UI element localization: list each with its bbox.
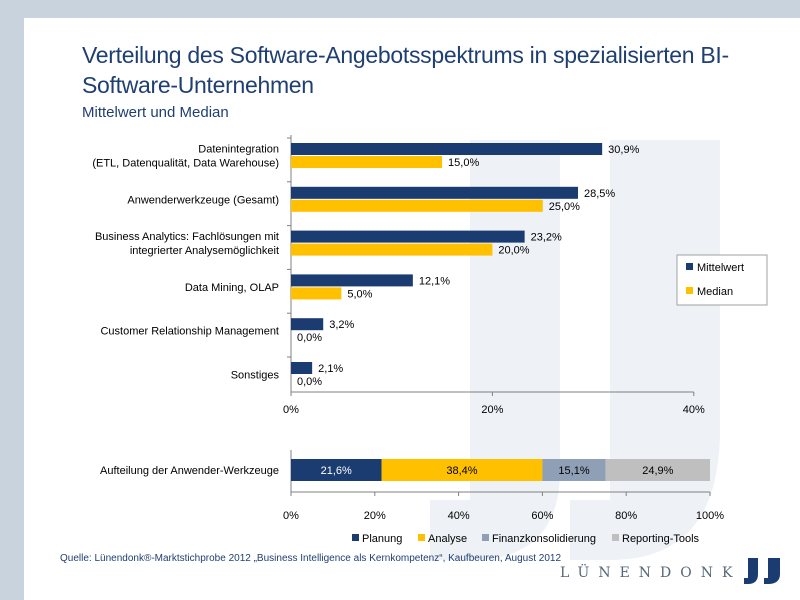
- background-watermark: [430, 140, 720, 560]
- x-tick-label: 60%: [531, 510, 553, 522]
- data-label: 0,0%: [297, 332, 322, 344]
- top-chart: 0% 20% 40% Datenintegration (ETL, Datenquali…: [92, 135, 768, 416]
- stack-segment: [542, 459, 606, 481]
- x-tick-label: 20%: [364, 510, 386, 522]
- x-tick-label: 100%: [696, 510, 724, 522]
- x-tick-label: 20%: [481, 404, 503, 416]
- data-label: 38,4%: [446, 465, 477, 477]
- stack-segment: [605, 459, 710, 481]
- bar-mittelwert: [291, 230, 525, 243]
- legend-label: Analyse: [428, 533, 467, 545]
- stack-segment: [291, 459, 382, 481]
- legend-label: Finanzkonsolidierung: [492, 533, 596, 545]
- data-label: 0,0%: [297, 376, 322, 388]
- bar-mittelwert: [291, 274, 413, 287]
- legend-label: Mittelwert: [697, 262, 744, 274]
- legend-swatch: [612, 534, 619, 541]
- page-title: Verteilung des Software-Angebotsspektrum…: [82, 42, 729, 98]
- bottom-chart: 0% 20% 40% 60% 80% 100% Aufteilung der Anwende…: [100, 450, 724, 545]
- source-note: Quelle: Lünendonk®-Marktstichprobe 2012 …: [60, 553, 562, 564]
- category-label: Anwenderwerkzeuge (Gesamt): [127, 194, 279, 206]
- legend-label: Median: [697, 286, 733, 298]
- category-label: integrierter Analysemöglichkeit: [130, 245, 279, 257]
- legend-swatch: [418, 534, 425, 541]
- category-label: Datenintegration: [198, 144, 279, 156]
- data-label: 3,2%: [329, 319, 354, 331]
- legend-label: Planung: [362, 533, 402, 545]
- bar-median: [291, 156, 443, 168]
- legend-bottom: Planung Analyse Finanzkonsolidierung Report…: [352, 533, 700, 545]
- legend-swatch: [482, 534, 489, 541]
- top-decor-bar: [24, 0, 800, 18]
- bar-mittelwert: [291, 143, 603, 155]
- luenendonk-logo: LÜNENDONK: [560, 565, 742, 581]
- left-decor-bar: [0, 0, 24, 600]
- legend-swatch-median: [686, 287, 693, 294]
- legend-label: Reporting-Tools: [622, 533, 700, 545]
- category-label: Sonstiges: [231, 370, 280, 382]
- bar-mittelwert: [291, 318, 324, 331]
- data-label: 28,5%: [584, 188, 615, 200]
- x-tick-label: 0%: [283, 404, 299, 416]
- logo-mark-icon: [744, 558, 780, 584]
- x-tick-label: 0%: [283, 510, 299, 522]
- data-label: 21,6%: [321, 465, 352, 477]
- bar-mittelwert: [291, 186, 578, 199]
- data-label: 2,1%: [318, 363, 343, 375]
- data-label: 5,0%: [347, 288, 372, 300]
- data-label: 30,9%: [608, 144, 639, 156]
- category-label: Aufteilung der Anwender-Werkzeuge: [100, 465, 279, 477]
- x-tick-label: 80%: [615, 510, 637, 522]
- category-label: Business Analytics: Fachlösungen mit: [95, 231, 279, 243]
- data-label: 15,0%: [448, 157, 479, 169]
- category-label: (ETL, Datenqualität, Data Warehouse): [92, 158, 279, 170]
- data-label: 23,2%: [531, 232, 562, 244]
- stack-segment: [381, 459, 543, 481]
- category-label: Customer Relationship Management: [100, 326, 279, 338]
- bar-median: [291, 287, 342, 300]
- x-tick-label: 40%: [448, 510, 470, 522]
- data-label: 12,1%: [419, 275, 450, 287]
- data-label: 24,9%: [642, 465, 673, 477]
- x-tick-label: 40%: [683, 404, 705, 416]
- bar-median: [291, 199, 543, 212]
- legend-box: [676, 254, 768, 306]
- bar-median: [291, 243, 493, 256]
- category-label: Data Mining, OLAP: [185, 282, 279, 294]
- bar-mittelwert: [291, 362, 313, 374]
- legend-swatch: [352, 534, 359, 541]
- legend-swatch-mittelwert: [686, 263, 693, 270]
- data-label: 25,0%: [549, 201, 580, 213]
- data-label: 20,0%: [498, 245, 529, 257]
- legend-top: Mittelwert Median: [676, 254, 768, 306]
- page-subtitle: Mittelwert und Median: [82, 104, 229, 121]
- data-label: 15,1%: [558, 465, 589, 477]
